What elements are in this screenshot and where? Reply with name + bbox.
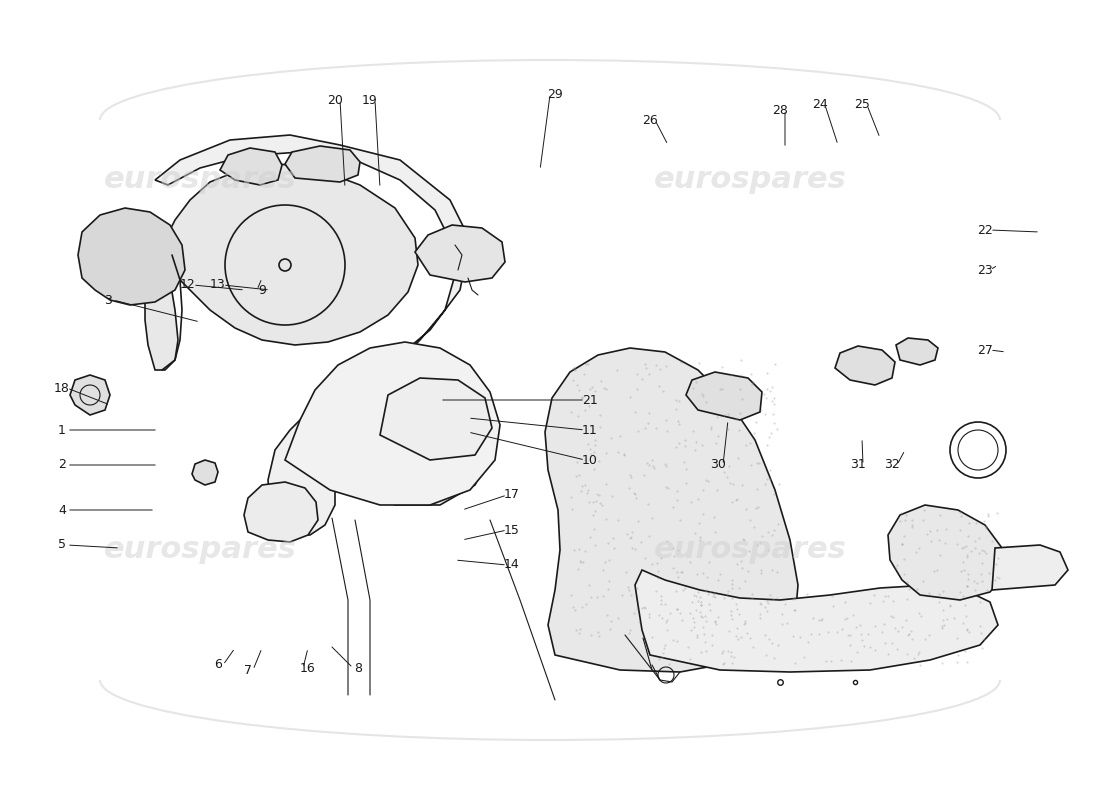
Polygon shape bbox=[544, 348, 798, 672]
Text: 20: 20 bbox=[327, 94, 343, 106]
Polygon shape bbox=[635, 570, 998, 672]
Text: 16: 16 bbox=[300, 662, 316, 674]
Text: 4: 4 bbox=[58, 503, 66, 517]
Text: 17: 17 bbox=[504, 489, 520, 502]
Polygon shape bbox=[285, 342, 500, 505]
Polygon shape bbox=[992, 545, 1068, 590]
Polygon shape bbox=[835, 346, 895, 385]
Text: 10: 10 bbox=[582, 454, 598, 466]
Text: 23: 23 bbox=[977, 263, 993, 277]
Polygon shape bbox=[155, 135, 470, 535]
Polygon shape bbox=[340, 382, 490, 505]
Text: eurospares: eurospares bbox=[103, 535, 296, 565]
Polygon shape bbox=[192, 460, 218, 485]
Polygon shape bbox=[244, 482, 318, 542]
Text: 18: 18 bbox=[54, 382, 70, 394]
Text: 13: 13 bbox=[210, 278, 225, 291]
Text: eurospares: eurospares bbox=[103, 166, 296, 194]
Text: 5: 5 bbox=[58, 538, 66, 551]
Text: 14: 14 bbox=[504, 558, 520, 571]
Text: 15: 15 bbox=[504, 523, 520, 537]
Text: 31: 31 bbox=[850, 458, 866, 471]
Text: 22: 22 bbox=[977, 223, 993, 237]
Polygon shape bbox=[415, 225, 505, 282]
Polygon shape bbox=[896, 338, 938, 365]
Text: 6: 6 bbox=[214, 658, 222, 671]
Polygon shape bbox=[155, 164, 418, 345]
Text: 11: 11 bbox=[582, 423, 598, 437]
Polygon shape bbox=[379, 378, 492, 460]
Polygon shape bbox=[285, 146, 360, 182]
Text: 2: 2 bbox=[58, 458, 66, 471]
Polygon shape bbox=[686, 372, 762, 420]
Text: 25: 25 bbox=[854, 98, 870, 111]
Text: eurospares: eurospares bbox=[653, 535, 846, 565]
Text: 19: 19 bbox=[362, 94, 378, 106]
Text: 1: 1 bbox=[58, 423, 66, 437]
Text: 7: 7 bbox=[244, 663, 252, 677]
Polygon shape bbox=[220, 148, 282, 185]
Text: 29: 29 bbox=[547, 89, 563, 102]
Text: 8: 8 bbox=[354, 662, 362, 674]
Text: 9: 9 bbox=[258, 283, 266, 297]
Text: 27: 27 bbox=[977, 343, 993, 357]
Text: 26: 26 bbox=[642, 114, 658, 126]
Text: 12: 12 bbox=[180, 278, 196, 291]
Text: eurospares: eurospares bbox=[653, 166, 846, 194]
Polygon shape bbox=[888, 505, 1005, 600]
Polygon shape bbox=[78, 208, 185, 305]
Text: 28: 28 bbox=[772, 103, 788, 117]
Text: 24: 24 bbox=[812, 98, 828, 111]
Text: 3: 3 bbox=[104, 294, 112, 306]
Text: 32: 32 bbox=[884, 458, 900, 471]
Polygon shape bbox=[145, 245, 178, 370]
Text: 30: 30 bbox=[711, 458, 726, 471]
Text: 21: 21 bbox=[582, 394, 598, 406]
Polygon shape bbox=[70, 375, 110, 415]
